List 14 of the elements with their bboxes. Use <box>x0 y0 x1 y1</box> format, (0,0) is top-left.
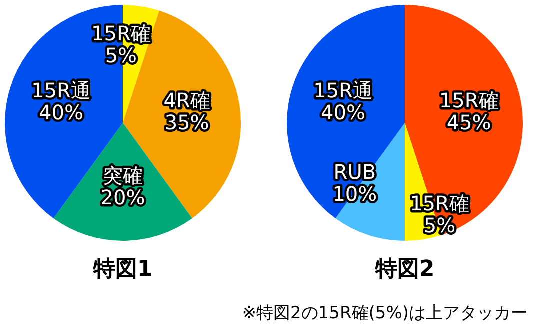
slice-label: 15R確 <box>439 88 499 112</box>
slice-label: 突確 <box>103 163 143 188</box>
text: ※特図2の15R確(5%)は上アタッカー <box>242 304 528 324</box>
text: 特図1 <box>92 257 153 282</box>
data-label: 20% <box>100 185 146 210</box>
text: 特図2 <box>374 257 435 282</box>
slice-label: 4R確 <box>164 88 210 112</box>
slice-label: RUB <box>334 160 376 184</box>
data-label: 45% <box>446 110 492 134</box>
slice-label: 15R通 <box>314 78 373 102</box>
data-label: 40% <box>321 100 366 124</box>
slice-label: 15R通 <box>32 78 91 102</box>
data-label: 40% <box>39 100 84 124</box>
data-label: 35% <box>164 110 210 134</box>
